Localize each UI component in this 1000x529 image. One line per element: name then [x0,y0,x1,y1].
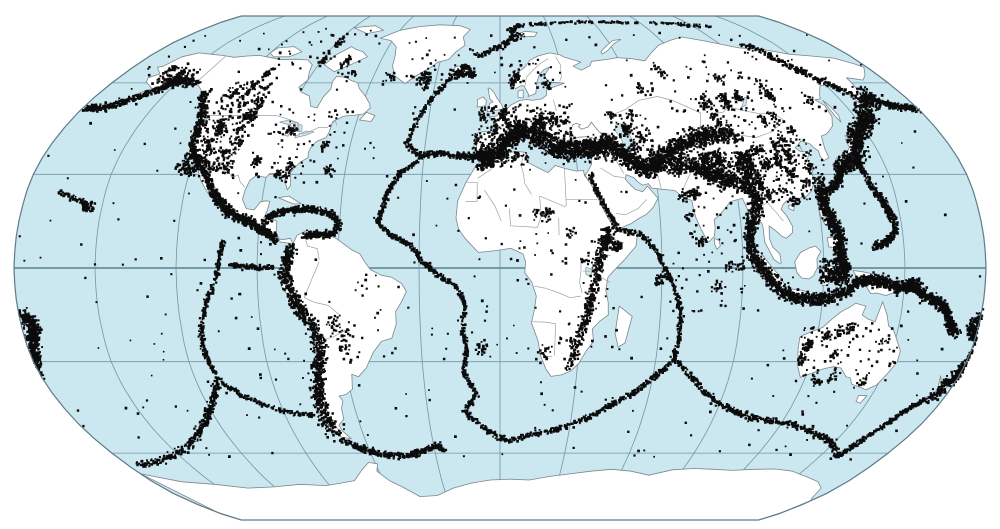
projection-outline-layer [13,15,987,521]
border-us-canada [209,115,338,135]
landmass-cuba [277,195,302,205]
landmass-ireland [476,96,487,108]
border-angola-drc [534,285,581,299]
border-libya-egypt [563,168,567,208]
meridian-line [418,15,458,521]
border-colombia-venezuela [303,233,320,261]
border-ethiopia-kenya [594,252,611,256]
landmass-australia [797,301,901,391]
border-libya-chad [539,195,564,207]
landmass-novaya-zemlya [600,39,622,55]
landmass-newfoundland [359,112,376,122]
border-poland-ukraine [552,99,557,111]
landmass-jutland [517,89,524,99]
epicenter-dots [18,19,985,468]
landmass-borneo [794,245,822,280]
border-algeria-niger [508,208,512,226]
border-namibia-botswana [554,324,556,356]
border-mali-algeria [483,189,502,222]
border-angola-namibia [531,321,556,325]
border-brazil-west [303,261,340,316]
landmass-africa [455,151,638,377]
landmass-madagascar [614,305,633,348]
border-russia-kazakhstan [610,96,701,116]
lake-lake-baikal [740,97,748,109]
border-norway-sweden [524,58,549,86]
border-finland-russia [555,56,562,82]
map-outline [13,15,987,521]
border-saudi-yemen-oman [615,199,647,216]
border-saudi-north [600,167,627,180]
border-drc-east [579,257,583,294]
border-niger-nigeria [510,225,538,228]
border-niger-chad [537,196,542,228]
border-iran-pakistan [657,174,662,190]
border-western-sahara [465,181,478,202]
border-alaska-canada [196,55,227,83]
landmass-ellesmere-island [353,25,384,34]
landmass-sakhalin [822,100,842,123]
border-algeria-libya [520,152,532,195]
landmass-greenland [379,24,471,84]
border-ethiopia-somalia [609,233,624,244]
border-thailand-laos [760,202,784,222]
landmass-sri-lanka [714,237,721,250]
landmass-victoria-island [269,46,303,58]
landmass-antarctica [140,462,822,521]
earthquake-dots-layer [18,19,985,468]
landmass-tasmania [855,395,868,404]
border-argentina-north [323,329,347,341]
